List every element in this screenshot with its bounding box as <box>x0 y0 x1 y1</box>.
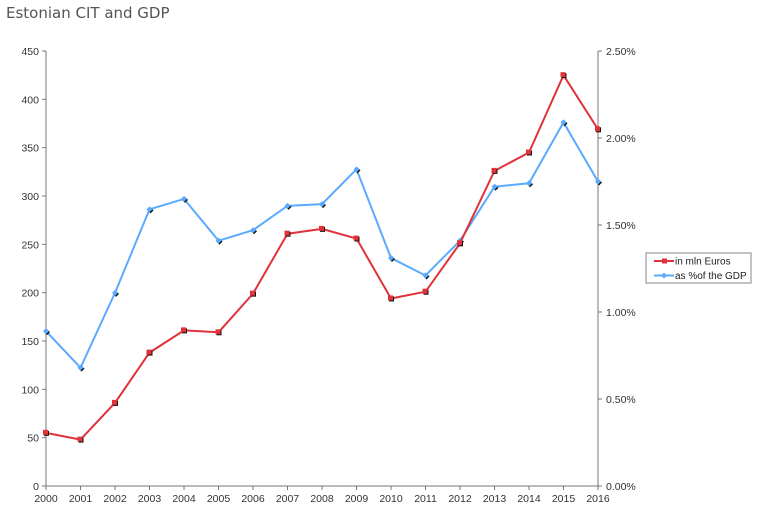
data-point-pct-gdp <box>388 255 394 262</box>
left-tick-label: 0 <box>33 481 39 493</box>
data-point-mln-euros <box>388 295 393 301</box>
left-tick-label: 250 <box>21 239 39 251</box>
x-tick-label: 2008 <box>310 493 334 505</box>
x-tick-label: 2003 <box>138 493 162 505</box>
x-tick-label: 2001 <box>69 493 93 505</box>
x-tick-label: 2004 <box>172 493 196 505</box>
data-point-mln-euros <box>43 429 48 435</box>
right-tick-label: 1.00% <box>606 307 636 319</box>
x-tick-label: 2005 <box>207 493 231 505</box>
left-tick-label: 50 <box>27 433 39 445</box>
x-tick-label: 2000 <box>34 493 58 505</box>
data-point-pct-gdp <box>250 227 256 234</box>
data-point-mln-euros <box>457 240 462 246</box>
x-tick-label: 2006 <box>241 493 265 505</box>
data-point-pct-gdp <box>422 272 429 279</box>
data-point-pct-gdp <box>215 237 222 244</box>
legend-marker <box>661 272 667 279</box>
data-point-mln-euros <box>422 288 428 294</box>
data-point-mln-euros <box>215 329 221 335</box>
right-tick-label: 0.00% <box>606 481 636 493</box>
x-tick-label: 2016 <box>586 493 610 505</box>
data-point-pct-gdp <box>146 206 153 213</box>
left-tick-label: 300 <box>21 191 39 203</box>
x-tick-label: 2007 <box>276 493 300 505</box>
left-tick-label: 200 <box>21 288 39 300</box>
legend-label: as %of the GDP <box>675 271 747 282</box>
data-point-mln-euros <box>526 149 531 155</box>
data-point-pct-gdp <box>526 180 532 187</box>
right-tick-label: 1.50% <box>606 220 636 232</box>
x-tick-label: 2009 <box>345 493 369 505</box>
data-point-mln-euros <box>181 327 186 333</box>
data-point-mln-euros <box>595 126 600 132</box>
data-point-mln-euros <box>319 225 324 231</box>
chart-title: Estonian CIT and GDP <box>6 4 170 22</box>
data-point-pct-gdp <box>595 178 601 185</box>
data-point-mln-euros <box>77 436 83 442</box>
data-point-pct-gdp <box>319 201 325 208</box>
data-point-mln-euros <box>284 230 290 236</box>
x-tick-label: 2002 <box>103 493 127 505</box>
data-point-pct-gdp <box>491 183 498 190</box>
right-tick-label: 0.50% <box>606 394 636 406</box>
data-point-mln-euros <box>146 349 152 355</box>
data-point-pct-gdp <box>560 119 567 126</box>
data-point-pct-gdp <box>284 202 291 209</box>
legend-label: in mln Euros <box>675 257 731 268</box>
data-point-pct-gdp <box>77 364 84 371</box>
data-point-mln-euros <box>491 167 497 173</box>
left-tick-label: 450 <box>21 46 39 58</box>
data-point-mln-euros <box>112 399 117 405</box>
data-point-pct-gdp <box>43 328 49 335</box>
left-tick-label: 350 <box>21 143 39 155</box>
left-tick-label: 400 <box>21 94 39 106</box>
x-tick-label: 2014 <box>517 493 541 505</box>
left-tick-label: 150 <box>21 336 39 348</box>
data-point-pct-gdp <box>112 289 118 296</box>
data-point-mln-euros <box>250 290 255 296</box>
right-tick-label: 2.00% <box>606 133 636 145</box>
x-tick-label: 2011 <box>414 493 437 505</box>
data-point-mln-euros <box>560 72 566 78</box>
data-point-pct-gdp <box>181 195 187 202</box>
data-point-pct-gdp <box>353 166 360 173</box>
x-tick-label: 2010 <box>379 493 403 505</box>
x-tick-label: 2012 <box>448 493 472 505</box>
legend-marker <box>662 258 667 264</box>
right-tick-label: 2.50% <box>606 46 636 58</box>
left-tick-label: 100 <box>21 384 39 396</box>
x-tick-label: 2013 <box>483 493 507 505</box>
data-point-mln-euros <box>353 235 359 241</box>
x-tick-label: 2015 <box>552 493 576 505</box>
